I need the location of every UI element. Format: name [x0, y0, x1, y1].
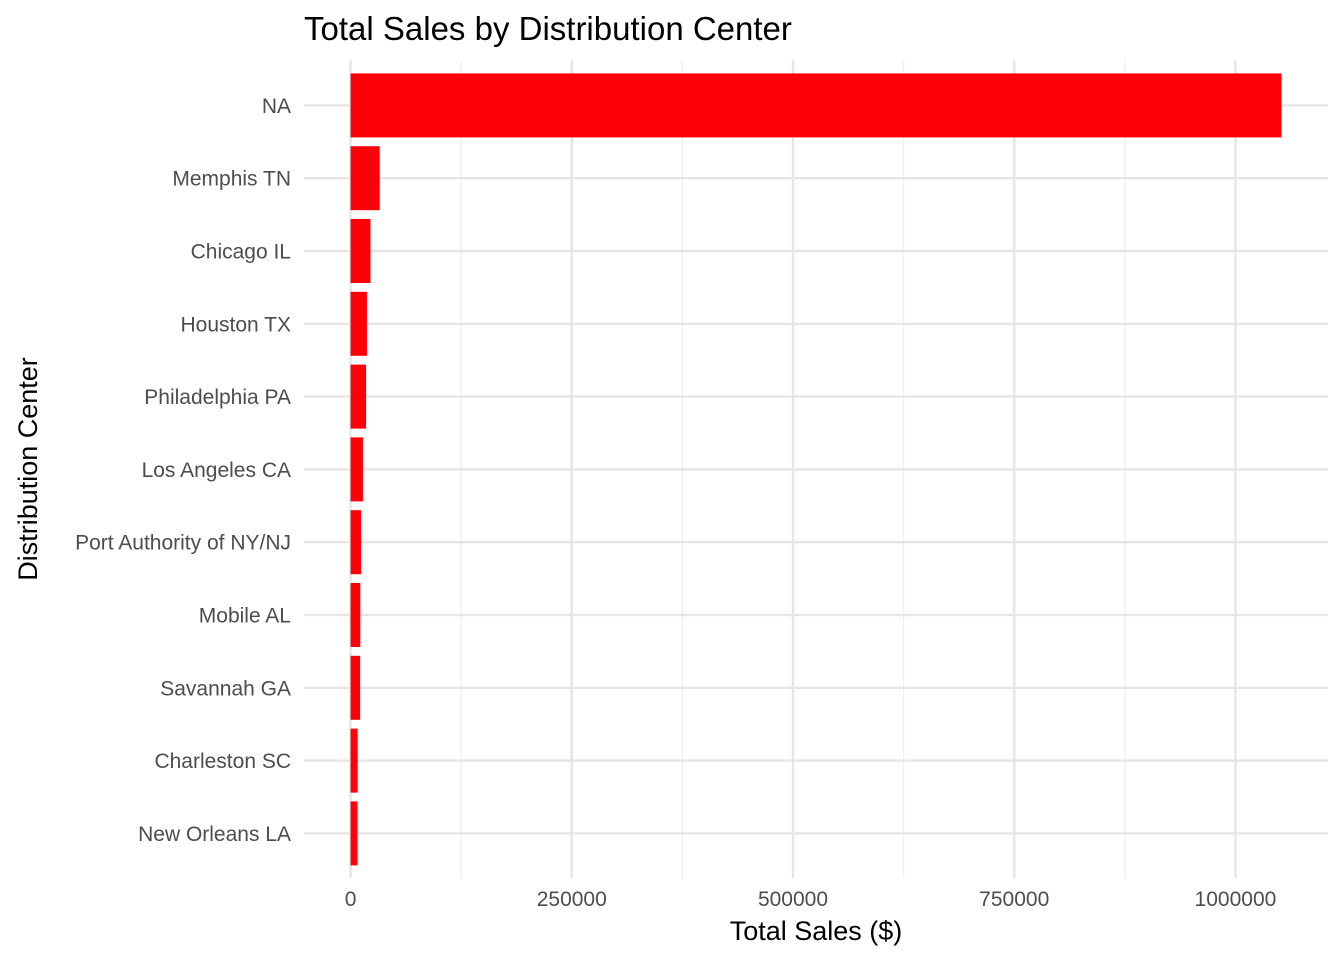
y-tick-label: Savannah GA: [160, 677, 291, 700]
bar: [350, 437, 363, 502]
y-tick-label: Port Authority of NY/NJ: [75, 532, 291, 555]
bar: [350, 146, 380, 211]
x-tick-label: 0: [345, 888, 357, 911]
y-tick-label: Charleston SC: [154, 750, 291, 773]
bar: [350, 583, 361, 647]
bars: [350, 73, 1282, 866]
chart-title: Total Sales by Distribution Center: [304, 10, 792, 47]
y-axis-title: Distribution Center: [13, 357, 43, 581]
bar: [350, 364, 367, 429]
y-tick-label: Memphis TN: [172, 168, 291, 191]
y-tick-label: Houston TX: [180, 313, 291, 336]
x-tick-labels: 0 250000 500000 750000 1000000: [345, 888, 1277, 911]
x-tick-label: 250000: [537, 888, 607, 911]
x-tick-label: 1000000: [1195, 888, 1277, 911]
x-tick-label: 500000: [758, 888, 828, 911]
y-tick-label: Philadelphia PA: [144, 386, 291, 409]
x-tick-label: 750000: [979, 888, 1049, 911]
bar: [350, 655, 361, 720]
bar: [350, 510, 361, 575]
bar: [350, 73, 1282, 138]
x-axis-title: Total Sales ($): [730, 916, 903, 946]
bar: [350, 801, 358, 866]
grid: [304, 60, 1328, 878]
y-tick-label: Mobile AL: [199, 605, 291, 628]
y-tick-label: Chicago IL: [191, 241, 291, 264]
y-tick-labels: NA Memphis TN Chicago IL Houston TX Philadel…: [75, 95, 291, 846]
y-tick-label: Los Angeles CA: [142, 459, 291, 482]
y-tick-label: New Orleans LA: [138, 823, 291, 846]
bar: [350, 291, 367, 356]
bar: [350, 219, 371, 283]
y-tick-label: NA: [262, 95, 291, 118]
bar: [350, 728, 358, 793]
